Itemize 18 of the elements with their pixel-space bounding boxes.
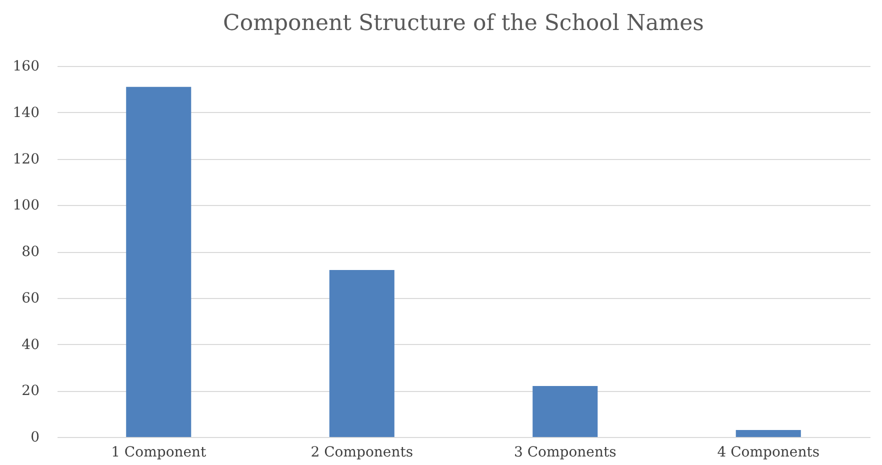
bar — [736, 430, 801, 437]
x-tick-label: 1 Component — [111, 444, 207, 460]
y-tick-label: 0 — [30, 430, 40, 446]
y-tick-label: 40 — [22, 336, 40, 353]
y-tick-label: 80 — [22, 244, 40, 260]
x-tick-label: 2 Components — [310, 444, 414, 460]
y-tick-label: 160 — [12, 58, 40, 74]
bar — [126, 86, 192, 437]
x-tick-label: 4 Components — [717, 444, 820, 460]
bar — [532, 386, 598, 437]
x-tick-label: 3 Components — [514, 444, 616, 460]
y-tick-label: 20 — [22, 383, 40, 400]
y-tick-label: 60 — [22, 290, 40, 306]
y-tick-label: 140 — [12, 104, 40, 121]
bar — [329, 270, 394, 437]
y-tick-label: 120 — [12, 151, 40, 168]
chart-title: Component Structure of the School Names — [223, 11, 704, 36]
y-tick-label: 100 — [12, 198, 40, 214]
